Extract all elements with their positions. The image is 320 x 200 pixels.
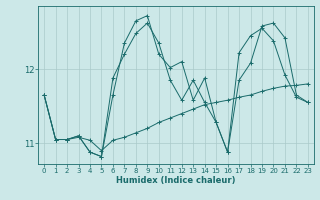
X-axis label: Humidex (Indice chaleur): Humidex (Indice chaleur): [116, 176, 236, 185]
